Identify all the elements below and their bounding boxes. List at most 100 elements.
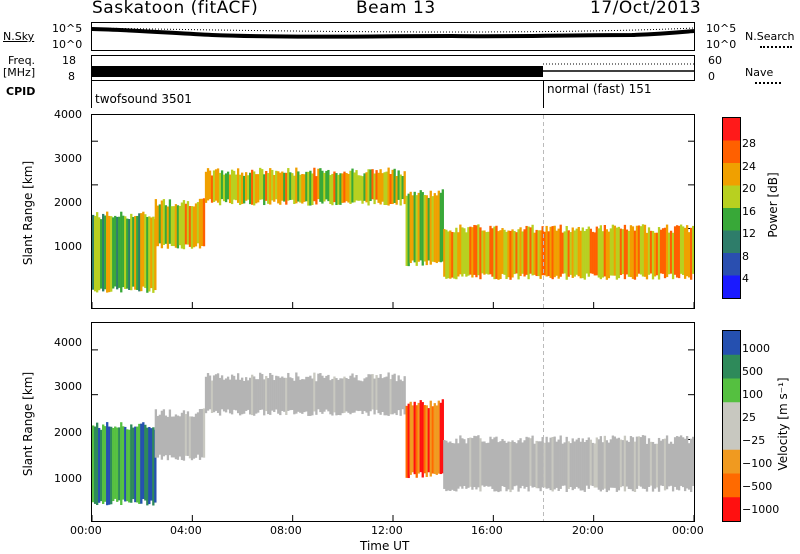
scatter-cell bbox=[373, 173, 376, 205]
scatter-cell bbox=[511, 440, 514, 490]
scatter-cell bbox=[679, 224, 683, 274]
scatter-cell bbox=[369, 374, 372, 412]
scatter-cell bbox=[633, 441, 637, 492]
scatter-cell bbox=[603, 435, 607, 489]
scatter-cell bbox=[521, 231, 524, 274]
scatter-cell bbox=[379, 169, 382, 205]
scatter-cell bbox=[130, 213, 133, 291]
scatter-cell bbox=[645, 443, 649, 492]
scatter-cell bbox=[663, 227, 667, 279]
scatter-cell bbox=[401, 176, 404, 200]
scatter-cell bbox=[285, 172, 288, 205]
scatter-cell bbox=[647, 227, 651, 275]
scatter-cell bbox=[427, 408, 430, 473]
scatter-cell bbox=[599, 225, 602, 280]
scatter-cell bbox=[315, 176, 318, 205]
scatter-cell bbox=[543, 442, 546, 488]
scatter-cell bbox=[367, 169, 370, 206]
scatter-cell bbox=[503, 229, 506, 275]
scatter-cell bbox=[673, 226, 677, 275]
scatter-cell bbox=[108, 215, 111, 293]
scatter-cell bbox=[627, 441, 631, 490]
scatter-cell bbox=[289, 377, 292, 411]
scatter-cell bbox=[413, 401, 416, 475]
scatter-cell bbox=[421, 402, 424, 478]
scatter-cell bbox=[144, 214, 147, 289]
scatter-cell bbox=[661, 439, 665, 487]
scatter-cell bbox=[525, 225, 528, 275]
scatter-cell bbox=[307, 171, 310, 206]
scatter-cell bbox=[537, 441, 540, 489]
scatter-cell bbox=[621, 229, 625, 275]
scatter-cell bbox=[469, 226, 472, 275]
scatter-cell bbox=[385, 171, 388, 206]
scatter-cell bbox=[615, 438, 619, 492]
scatter-cell bbox=[623, 435, 627, 492]
power-cbar-tick-24: 24 bbox=[742, 160, 756, 173]
xtick-0000: 00:00 bbox=[70, 524, 102, 537]
colorbar-segment-6 bbox=[723, 253, 740, 276]
velocity-colorbar-svg bbox=[723, 331, 740, 522]
scatter-cell bbox=[285, 377, 288, 416]
scatter-cell bbox=[501, 438, 504, 487]
scatter-cell bbox=[347, 378, 350, 413]
scatter-cell bbox=[353, 377, 356, 413]
scatter-cell bbox=[96, 212, 99, 293]
scatter-cell bbox=[507, 441, 510, 490]
scatter-cell bbox=[94, 215, 97, 292]
scatter-cell bbox=[425, 405, 428, 477]
scatter-cell bbox=[403, 376, 406, 415]
scatter-cell bbox=[595, 437, 598, 488]
xtick-2000: 20:00 bbox=[572, 524, 604, 537]
scatter-cell bbox=[431, 196, 434, 262]
scatter-cell bbox=[405, 195, 408, 266]
scatter-cell bbox=[162, 199, 166, 245]
scatter-cell bbox=[523, 229, 526, 277]
scatter-cell bbox=[251, 169, 254, 205]
scatter-cell bbox=[555, 441, 558, 488]
scatter-cell bbox=[387, 167, 390, 206]
scatter-cell bbox=[613, 225, 617, 276]
scatter-cell bbox=[587, 226, 590, 277]
scatter-cell bbox=[305, 171, 308, 202]
scatter-cell bbox=[581, 227, 584, 279]
scatter-cell bbox=[373, 378, 376, 415]
scatter-cell bbox=[563, 231, 566, 274]
nave-label: Nave bbox=[745, 66, 774, 79]
scatter-cell bbox=[287, 372, 290, 411]
scatter-cell bbox=[451, 443, 454, 490]
scatter-cell bbox=[359, 380, 362, 411]
scatter-cell bbox=[619, 228, 623, 276]
scatter-cell bbox=[477, 435, 480, 488]
scatter-cell bbox=[311, 378, 314, 416]
scatter-cell bbox=[509, 441, 512, 493]
scatter-cell bbox=[641, 435, 645, 489]
scatter-cell bbox=[283, 172, 286, 202]
scatter-cell bbox=[489, 436, 492, 487]
scatter-cell bbox=[202, 408, 206, 458]
scatter-cell bbox=[493, 226, 496, 280]
scatter-cell bbox=[459, 224, 462, 275]
scatter-cell bbox=[621, 440, 625, 487]
scatter-cell bbox=[527, 437, 530, 492]
power-cbar-tick-28: 28 bbox=[742, 137, 756, 150]
scatter-cell bbox=[208, 375, 212, 410]
scatter-cell bbox=[337, 174, 340, 205]
scatter-cell bbox=[293, 380, 296, 415]
scatter-cell bbox=[321, 375, 324, 414]
cpid-segment-normal: normal (fast) 151 bbox=[547, 82, 652, 96]
scatter-cell bbox=[106, 211, 109, 293]
scatter-cell bbox=[585, 229, 588, 274]
scatter-cell bbox=[589, 439, 592, 486]
scatter-cell bbox=[535, 229, 538, 277]
scatter-cell bbox=[216, 168, 220, 203]
scatter-region-3 bbox=[405, 399, 444, 479]
scatter-cell bbox=[661, 228, 665, 274]
scatter-cell bbox=[106, 422, 109, 506]
scatter-cell bbox=[539, 441, 542, 492]
scatter-cell bbox=[236, 373, 240, 414]
scatter-cell bbox=[425, 195, 428, 266]
scatter-cell bbox=[355, 170, 358, 201]
scatter-cell bbox=[439, 402, 442, 475]
power-ytick-4000: 4000 bbox=[54, 108, 82, 121]
